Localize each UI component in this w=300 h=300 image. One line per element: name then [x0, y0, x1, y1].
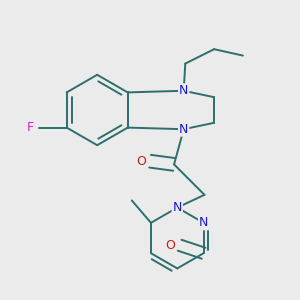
Text: N: N [199, 216, 208, 229]
Text: O: O [165, 239, 175, 252]
Text: N: N [179, 84, 188, 97]
Text: F: F [27, 121, 34, 134]
Text: N: N [172, 201, 182, 214]
Text: O: O [136, 155, 146, 168]
Text: N: N [179, 123, 188, 136]
